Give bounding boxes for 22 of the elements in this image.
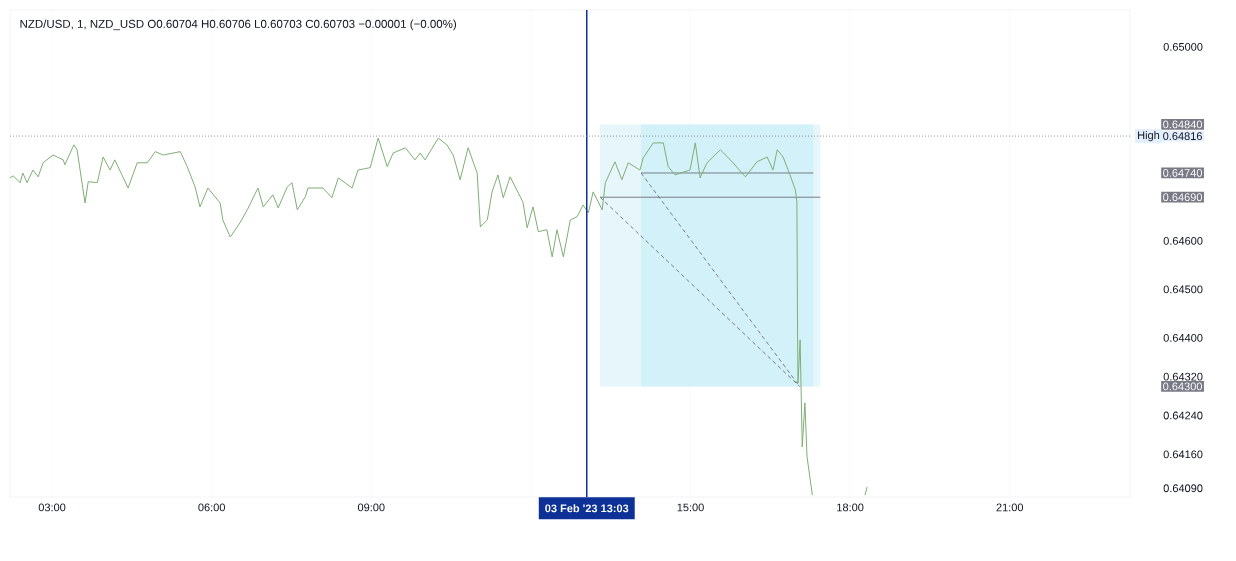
text: NZD/USD, 1, NZD_USD O0.60704 H0.60706 L0.60703 C0.60703 −0.00001 (−0.00%)	[20, 19, 457, 31]
y-tick-label: 0.64160	[1163, 450, 1203, 459]
x-tick-label: 18:00	[837, 503, 864, 512]
x-tick-label: 15:00	[677, 503, 704, 512]
y-tick-label: 0.64600	[1163, 236, 1203, 245]
y-tick-label: 0.64320	[1163, 372, 1203, 381]
ref-line-label: 03 Feb '23 13:03	[545, 504, 629, 513]
y-tick-label: 0.64400	[1163, 334, 1203, 342]
x-tick-label: 21:00	[996, 503, 1024, 512]
ref-line-label: High	[1138, 130, 1160, 142]
y-tick-label: 0.64816	[1163, 132, 1202, 140]
y-tick-label: 0.64740	[1163, 169, 1202, 177]
y-tick-label: 0.64840	[1163, 120, 1202, 129]
y-tick-label: 0.65000	[1163, 42, 1203, 51]
y-tick-label: 0.64240	[1163, 411, 1203, 420]
x-tick-label: 06:00	[198, 503, 225, 512]
y-tick-label: 0.64690	[1163, 193, 1202, 202]
x-tick-label: 09:00	[357, 503, 385, 512]
x-tick-label: 03:00	[38, 503, 66, 512]
y-tick-label: 0.64500	[1163, 285, 1203, 294]
y-tick-label: 0.64300	[1163, 382, 1202, 391]
y-tick-label: 0.64090	[1163, 484, 1203, 493]
